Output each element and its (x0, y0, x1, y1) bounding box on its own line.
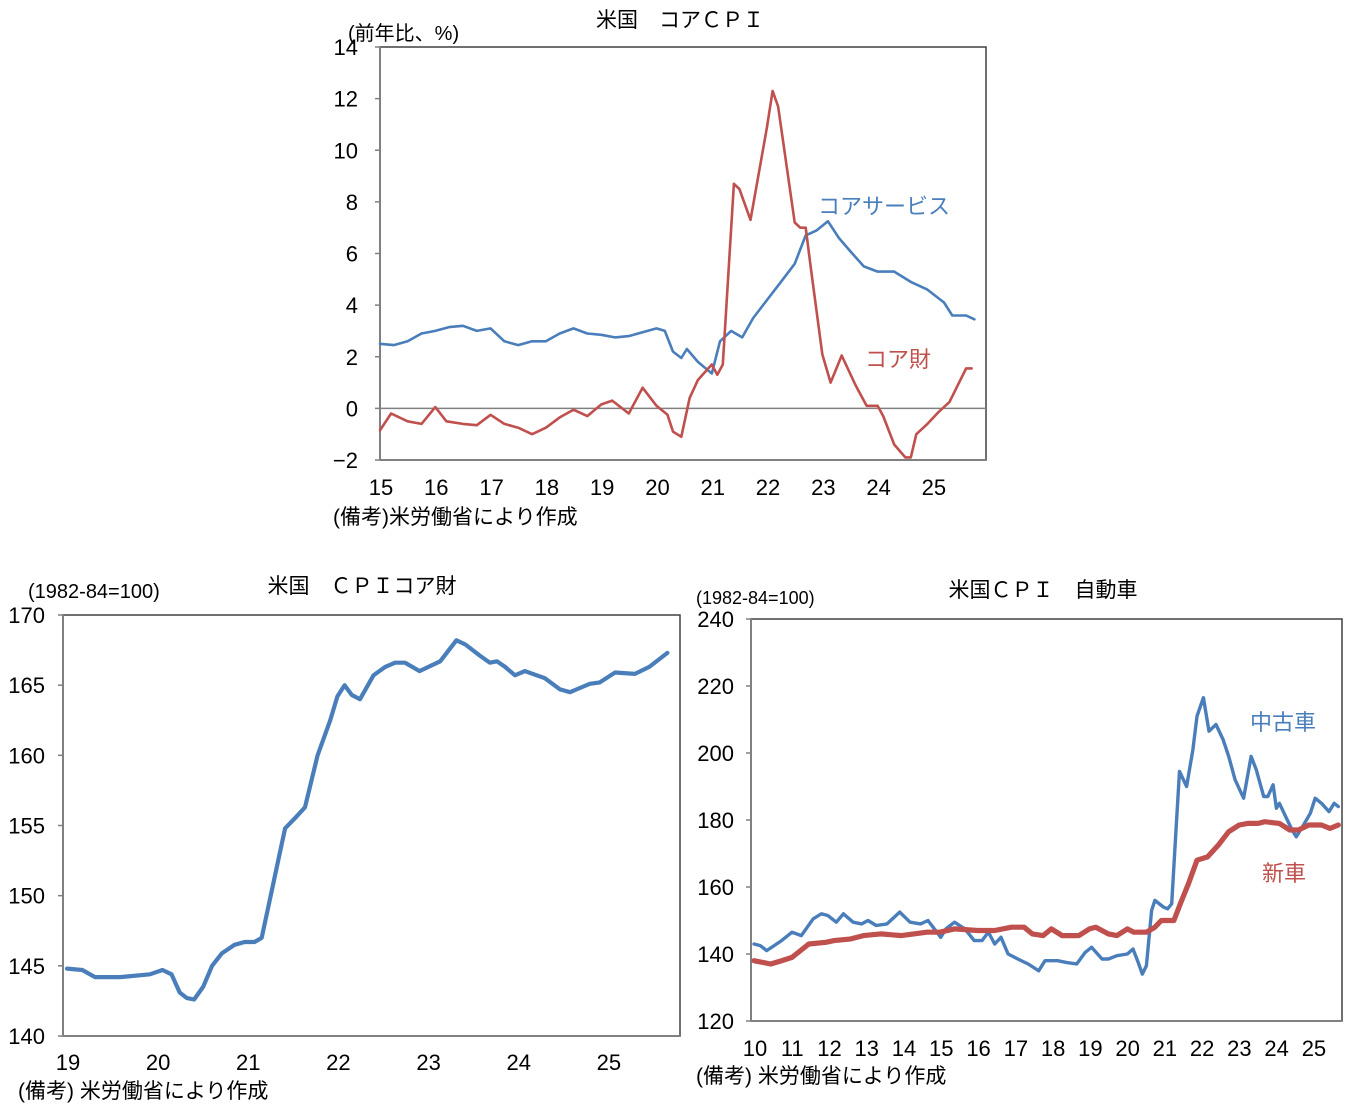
y-tick-label: 170 (8, 603, 45, 628)
x-tick-label: 19 (1078, 1036, 1102, 1061)
chart-cpi-core-goods: 米国 ＣＰＩコア財 (1982-84=100) (備考) 米労働省により作成 (18, 575, 457, 1103)
y-tick-label: 120 (697, 1009, 734, 1034)
chart-core-cpi: 米国 コアＣＰＩ (前年比、%) (備考)米労働省により作成 コアサービス コア… (333, 9, 950, 529)
series-line-red (378, 89, 973, 459)
y-tick-label: −2 (333, 448, 358, 473)
x-tick-label: 13 (855, 1036, 879, 1061)
x-tick-label: 16 (424, 475, 448, 500)
y-axis-unit-label: (1982-84=100) (28, 581, 160, 603)
y-axis-unit-label: (前年比、%) (348, 22, 459, 45)
y-axis-unit-label: (1982-84=100) (696, 588, 815, 608)
source-note: (備考) 米労働省により作成 (696, 1065, 946, 1088)
source-note: (備考) 米労働省により作成 (18, 1080, 268, 1103)
x-tick-label: 18 (1041, 1036, 1065, 1061)
x-tick-label: 19 (56, 1050, 80, 1075)
chart-title: 米国 ＣＰＩコア財 (268, 575, 457, 598)
x-tick-label: 19 (590, 475, 614, 500)
y-tick-label: 2 (346, 345, 358, 370)
series-line-red (751, 819, 1341, 967)
x-tick-label: 22 (756, 475, 780, 500)
x-tick-label: 24 (506, 1050, 530, 1075)
x-tick-label: 15 (369, 475, 393, 500)
x-tick-label: 20 (645, 475, 669, 500)
y-tick-label: 145 (8, 954, 45, 979)
y-tick-label: 160 (8, 743, 45, 768)
x-tick-label: 25 (1302, 1036, 1326, 1061)
series-label-used-cars: 中古車 (1250, 710, 1316, 735)
series-line-blue (64, 638, 670, 1002)
series-label-core-goods: コア財 (865, 347, 931, 372)
x-tick-label: 24 (866, 475, 890, 500)
x-tick-label: 20 (146, 1050, 170, 1075)
x-tick-label: 24 (1264, 1036, 1288, 1061)
x-tick-label: 17 (479, 475, 503, 500)
series-label-new-cars: 新車 (1262, 861, 1306, 886)
chart-cpi-autos: 米国ＣＰＩ 自動車 (1982-84=100) (備考) 米労働省により作成 中… (696, 579, 1316, 1088)
plot-frame (379, 46, 987, 461)
x-tick-label: 22 (1190, 1036, 1214, 1061)
y-tick-label: 240 (697, 607, 734, 632)
y-tick-label: 200 (697, 741, 734, 766)
x-tick-label: 20 (1115, 1036, 1139, 1061)
x-tick-label: 18 (535, 475, 559, 500)
y-tick-label: 180 (697, 808, 734, 833)
x-tick-label: 16 (966, 1036, 990, 1061)
x-tick-label: 25 (922, 475, 946, 500)
y-tick-label: 140 (697, 942, 734, 967)
y-tick-label: 12 (334, 87, 358, 112)
chart-title: 米国 コアＣＰＩ (596, 9, 764, 32)
x-tick-label: 23 (1227, 1036, 1251, 1061)
series-label-core-services: コアサービス (818, 194, 950, 219)
chart-title: 米国ＣＰＩ 自動車 (949, 579, 1138, 602)
y-tick-label: 140 (8, 1024, 45, 1049)
y-tick-label: 6 (346, 242, 358, 267)
plot-cpi-autos: 120 140 160 180 200 220 240 10 11 12 13 14 15 16 17 18 1… (697, 607, 1343, 1061)
x-tick-label: 10 (743, 1036, 767, 1061)
x-tick-label: 23 (416, 1050, 440, 1075)
x-tick-label: 15 (929, 1036, 953, 1061)
x-tick-label: 12 (817, 1036, 841, 1061)
series-line-blue (752, 696, 1341, 976)
series-line-blue (378, 219, 976, 375)
y-tick-label: 160 (697, 875, 734, 900)
x-tick-label: 21 (701, 475, 725, 500)
x-tick-label: 17 (1004, 1036, 1028, 1061)
source-note: (備考)米労働省により作成 (333, 506, 578, 529)
y-tick-label: 8 (346, 190, 358, 215)
y-tick-label: 150 (8, 884, 45, 909)
y-tick-label: 0 (346, 396, 358, 421)
x-tick-label: 21 (1153, 1036, 1177, 1061)
y-tick-label: 10 (334, 138, 358, 163)
x-tick-label: 21 (236, 1050, 260, 1075)
x-tick-label: 22 (326, 1050, 350, 1075)
x-tick-label: 11 (781, 1036, 804, 1061)
y-tick-label: 155 (8, 814, 45, 839)
y-tick-label: 4 (346, 293, 358, 318)
x-tick-label: 25 (597, 1050, 621, 1075)
y-tick-label: 165 (8, 673, 45, 698)
plot-cpi-core-goods: 140 145 150 155 160 165 170 19 20 21 22 23 24 25 (8, 603, 681, 1075)
y-tick-label: 14 (334, 35, 358, 60)
x-tick-label: 14 (892, 1036, 916, 1061)
x-tick-label: 23 (811, 475, 835, 500)
y-tick-label: 220 (697, 674, 734, 699)
